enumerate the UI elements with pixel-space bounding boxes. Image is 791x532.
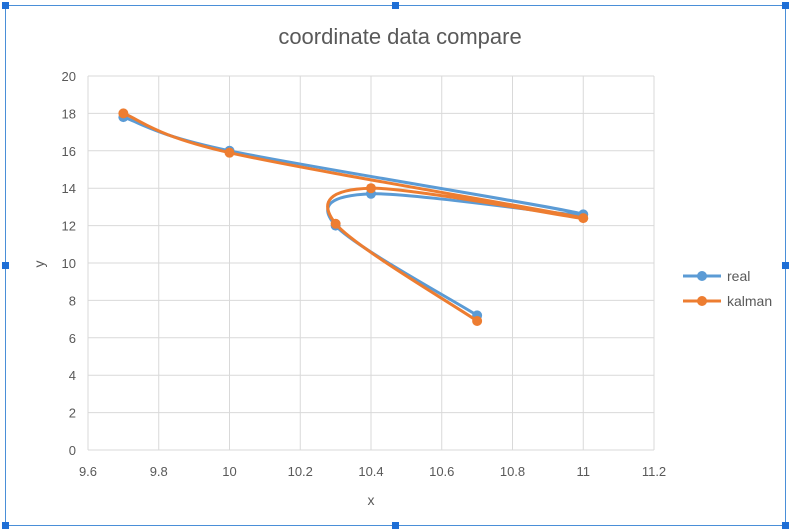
y-tick-labels: 0 2 4 6 8 10 12 14 16 18 20 xyxy=(62,69,76,458)
legend-marker-kalman xyxy=(697,296,707,306)
y-tick-label: 10 xyxy=(62,256,76,271)
x-tick-label: 10.2 xyxy=(288,464,313,479)
x-tick-label: 10.6 xyxy=(429,464,454,479)
legend-item-kalman[interactable]: kalman xyxy=(683,293,772,309)
data-point-kalman[interactable] xyxy=(330,218,341,229)
chart-title: coordinate data compare xyxy=(278,24,521,49)
y-tick-label: 14 xyxy=(62,181,76,196)
resize-handle-bottom-left[interactable] xyxy=(2,522,9,529)
x-tick-label: 9.8 xyxy=(150,464,168,479)
y-axis-label: y xyxy=(31,261,47,268)
series-layer xyxy=(118,108,589,326)
resize-handle-bottom-right[interactable] xyxy=(782,522,789,529)
y-tick-label: 12 xyxy=(62,219,76,234)
legend-label-real: real xyxy=(727,268,750,284)
data-point-kalman[interactable] xyxy=(224,147,235,158)
y-tick-label: 18 xyxy=(62,106,76,121)
legend[interactable]: real kalman xyxy=(683,268,772,309)
data-point-kalman[interactable] xyxy=(578,213,589,224)
y-tick-label: 2 xyxy=(69,406,76,421)
resize-handle-top-left[interactable] xyxy=(2,2,9,9)
x-tick-label: 11.2 xyxy=(642,464,666,479)
y-tick-label: 20 xyxy=(62,69,76,84)
resize-handle-top-right[interactable] xyxy=(782,2,789,9)
data-point-kalman[interactable] xyxy=(472,315,483,326)
resize-handle-bottom[interactable] xyxy=(392,522,399,529)
x-tick-label: 10.8 xyxy=(500,464,525,479)
data-point-kalman[interactable] xyxy=(366,183,376,194)
legend-marker-real xyxy=(697,271,707,281)
y-tick-label: 16 xyxy=(62,144,76,159)
legend-label-kalman: kalman xyxy=(727,293,772,309)
legend-item-real[interactable]: real xyxy=(683,268,750,284)
resize-handle-top[interactable] xyxy=(392,2,399,9)
x-tick-label: 10.4 xyxy=(358,464,383,479)
x-tick-labels: 9.6 9.8 10 10.2 10.4 10.6 10.8 11 11.2 xyxy=(79,464,666,479)
y-tick-label: 8 xyxy=(69,293,76,308)
data-point-kalman[interactable] xyxy=(118,108,129,119)
x-tick-label: 10 xyxy=(222,464,236,479)
resize-handle-right[interactable] xyxy=(782,262,789,269)
series-kalman[interactable] xyxy=(118,108,589,326)
x-axis-label: x xyxy=(368,492,375,508)
y-tick-label: 0 xyxy=(69,443,76,458)
x-tick-label: 11 xyxy=(577,464,591,479)
y-tick-label: 6 xyxy=(69,331,76,346)
x-tick-label: 9.6 xyxy=(79,464,97,479)
resize-handle-left[interactable] xyxy=(2,262,9,269)
y-tick-label: 4 xyxy=(69,368,76,383)
grid xyxy=(87,75,655,451)
